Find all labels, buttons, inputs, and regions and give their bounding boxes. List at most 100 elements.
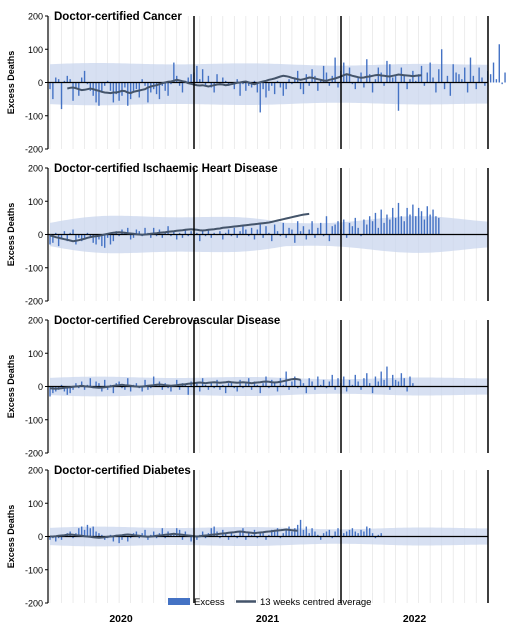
panel-2-excess-bar: [325, 216, 328, 235]
panel-1-excess-bar: [127, 82, 129, 106]
panel-1-excess-bar: [106, 80, 109, 83]
panel-3-excess-bar: [363, 378, 365, 387]
panel-2-excess-bar: [57, 234, 60, 247]
panel-4-excess-bar: [366, 526, 368, 537]
panel-4-excess-bar: [55, 536, 57, 542]
panel-1-excess-bar: [475, 82, 477, 90]
panel-1-ylabel: Excess Deaths: [6, 51, 16, 115]
panel-4-excess-bar: [271, 529, 273, 537]
panel-4-excess-bar: [334, 531, 336, 537]
panel-2-excess-bar: [132, 234, 135, 238]
panel-3-excess-bar: [112, 386, 115, 394]
panel-1-excess-bar: [52, 82, 54, 100]
panel-4-excess-bar: [184, 531, 187, 537]
panel-3-excess-bar: [184, 384, 187, 387]
panel-4-excess-bar: [152, 531, 155, 537]
panel-1-excess-bar: [190, 74, 192, 83]
panel-2-excess-bar: [176, 234, 178, 240]
panel-4-excess-bar: [83, 529, 86, 537]
panel-3-excess-bar: [331, 374, 333, 387]
panel-2-excess-bar: [184, 229, 187, 235]
panel-3-excess-bar: [299, 379, 302, 387]
panel-1-average-line: [67, 73, 422, 95]
panel-2-excess-bar: [86, 232, 89, 235]
panel-3-excess-bar: [129, 386, 132, 392]
panel-2-excess-bar: [239, 231, 241, 235]
panel-3-excess-bar: [78, 386, 80, 389]
panel-3-ytick-label: 200: [28, 316, 43, 326]
panel-3-excess-bar: [392, 374, 394, 387]
panel-1-excess-bar: [438, 69, 440, 83]
panel-1-excess-bar: [337, 82, 339, 88]
panel-4-excess-bar: [210, 528, 212, 537]
panel-2-excess-bar: [213, 232, 215, 235]
panel-1-excess-bar: [259, 82, 261, 113]
panel-1-excess-bar: [132, 82, 135, 93]
panel-1-excess-bar: [268, 82, 270, 91]
panel-3-excess-bar: [406, 386, 408, 392]
panel-3-excess-bar: [343, 376, 345, 387]
panel-4-excess-bar: [224, 533, 227, 537]
panel-3-excess-bar: [66, 386, 68, 395]
panel-3-excess-bar: [351, 384, 354, 387]
panel-2-excess-bar: [302, 226, 305, 235]
panel-2-excess-bar: [357, 227, 359, 235]
panel-2-excess-bar: [282, 222, 284, 235]
panel-4-excess-bar: [314, 531, 316, 537]
panel-3-excess-bar: [357, 381, 359, 387]
panel-2-excess-bar: [400, 216, 403, 235]
panel-1-excess-bar: [173, 62, 175, 83]
panel-1-ytick-label: -200: [25, 145, 43, 155]
panel-1-excess-bar: [469, 57, 472, 83]
panel-4-excess-bar: [178, 529, 181, 537]
panel-4-excess-bar: [57, 536, 60, 539]
panel-4-excess-bar: [164, 536, 166, 539]
panel-1-excess-bar: [466, 82, 469, 93]
panel-2-excess-bar: [296, 221, 299, 235]
panel-2-excess-bar: [386, 214, 388, 235]
panel-4-excess-bar: [213, 526, 215, 537]
panel-2-excess-bar: [173, 231, 175, 235]
panel-1-excess-bar: [49, 82, 51, 90]
panel-4-excess-bar: [354, 531, 356, 537]
panel-1-ytick-label: 200: [28, 12, 43, 22]
panel-1-excess-bar: [288, 79, 290, 83]
panel-3-excess-bar: [294, 376, 296, 387]
panel-4-excess-bar: [363, 531, 365, 537]
panel-3-ylabel: Excess Deaths: [6, 355, 16, 419]
panel-3-excess-bar: [386, 366, 388, 387]
panel-2-excess-bar: [129, 234, 132, 240]
panel-4-excess-bar: [282, 533, 284, 537]
panel-2-excess-bar: [256, 229, 259, 235]
panel-4-excess-bar: [233, 534, 236, 537]
panel-2-excess-bar: [262, 234, 264, 238]
panel-1-excess-bar: [317, 82, 319, 91]
panel-1-excess-bar: [80, 77, 83, 83]
panel-1-excess-bar: [498, 44, 500, 83]
panel-4-excess-bar: [273, 531, 276, 537]
panel-4-excess-bar: [89, 528, 92, 537]
panel-2-average-line: [49, 212, 310, 243]
panel-1-excess-bar: [472, 75, 475, 83]
panel-2-excess-bar: [360, 234, 362, 237]
panel-3-excess-bar: [95, 381, 97, 387]
panel-2-excess-bar: [314, 234, 316, 238]
panel-4-excess-bar: [112, 536, 115, 542]
panel-3-excess-bar: [63, 386, 66, 392]
panel-3-excess-bar: [389, 386, 391, 390]
panel-3-excess-bar: [412, 383, 414, 387]
panel-2-excess-bar: [374, 212, 377, 235]
panel-4-excess-bar: [371, 533, 374, 537]
panel-3-excess-bar: [236, 386, 238, 392]
panel-1-excess-bar: [115, 82, 117, 95]
panel-1-excess-bar: [495, 79, 498, 83]
panel-2-excess-bar: [423, 219, 426, 235]
panel-2-ytick-label: 0: [38, 230, 43, 240]
panel-2-excess-bar: [138, 231, 140, 235]
panel-1-excess-bar: [181, 82, 184, 93]
panel-1-excess-bar: [455, 72, 457, 83]
panel-1-excess-bar: [504, 72, 506, 83]
panel-4-excess-bar: [288, 526, 290, 537]
panel-4-excess-bar: [343, 533, 345, 537]
